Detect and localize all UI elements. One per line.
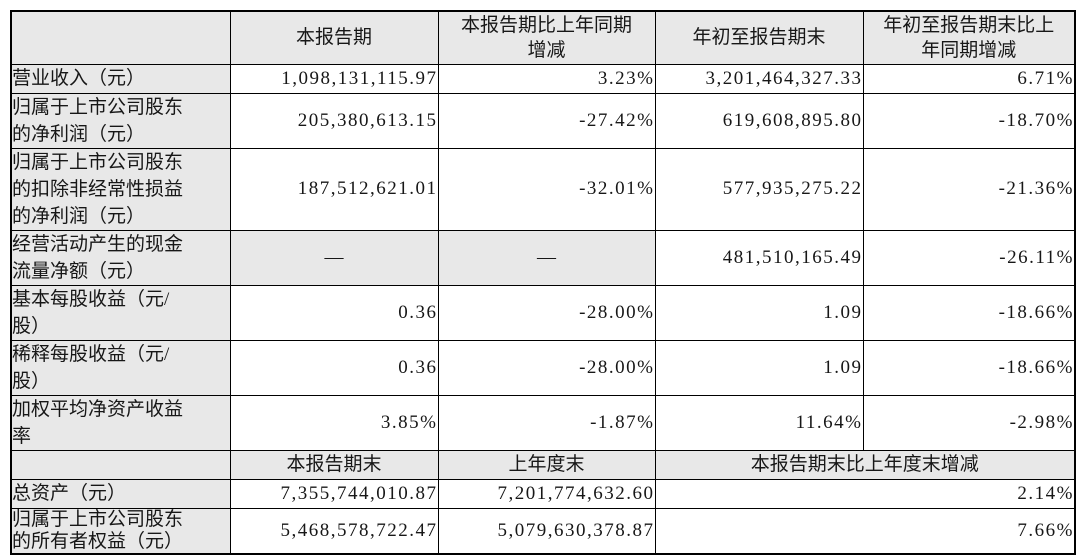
row-label: 加权平均净资产收益 率 <box>10 394 231 451</box>
value-period: 187,512,621.01 <box>229 147 439 231</box>
table-row-weighted-avg-roe: 加权平均净资产收益 率 3.85% -1.87% 11.64% -2.98% <box>10 394 1076 451</box>
value-period-end: 7,355,744,010.87 <box>229 478 439 509</box>
row-label: 归属于上市公司股东 的扣除非经常性损益 的净利润（元） <box>10 147 231 231</box>
corner-cell <box>10 449 231 480</box>
table-row-revenue: 营业收入（元） 1,098,131,115.97 3.23% 3,201,464… <box>10 63 1076 94</box>
value-period-change: -28.00% <box>437 339 656 396</box>
header-period-end-change: 本报告期末比上年度末增减 <box>654 449 1076 480</box>
header-period-end: 本报告期末 <box>229 449 439 480</box>
value-period: 0.36 <box>229 284 439 341</box>
value-ytd-change: -2.98% <box>862 394 1076 451</box>
value-period: 3.85% <box>229 394 439 451</box>
row-label: 归属于上市公司股东 的净利润（元） <box>10 92 231 149</box>
value-period: 0.36 <box>229 339 439 396</box>
value-period-change: 3.23% <box>437 63 656 94</box>
value-period-change: -1.87% <box>437 394 656 451</box>
value-ytd: 577,935,275.22 <box>654 147 864 231</box>
value-period: 1,098,131,115.97 <box>229 63 439 94</box>
bottom-header-row: 本报告期末 上年度末 本报告期末比上年度末增减 <box>10 449 1076 480</box>
row-label: 基本每股收益（元/ 股） <box>10 284 231 341</box>
row-label: 营业收入（元） <box>10 63 231 94</box>
table-row-operating-cash-flow: 经营活动产生的现金 流量净额（元） — — 481,510,165.49 -26… <box>10 229 1076 286</box>
header-prev-year-end: 上年度末 <box>437 449 656 480</box>
value-period-change-dash: — <box>437 229 656 286</box>
value-change: 7.66% <box>654 507 1076 555</box>
value-ytd-change: -18.66% <box>862 284 1076 341</box>
value-ytd-change: -18.66% <box>862 339 1076 396</box>
value-period-end: 5,468,578,722.47 <box>229 507 439 555</box>
header-ytd: 年初至报告期末 <box>654 10 864 65</box>
value-ytd-change: -21.36% <box>862 147 1076 231</box>
value-ytd: 11.64% <box>654 394 864 451</box>
row-label: 总资产（元） <box>10 478 231 509</box>
value-ytd: 1.09 <box>654 339 864 396</box>
table-row-diluted-eps: 稀释每股收益（元/ 股） 0.36 -28.00% 1.09 -18.66% <box>10 339 1076 396</box>
header-ytd-change: 年初至报告期末比上 年同期增减 <box>862 10 1076 65</box>
corner-cell <box>10 10 231 65</box>
top-header-row: 本报告期 本报告期比上年同期 增减 年初至报告期末 年初至报告期末比上 年同期增… <box>10 10 1076 65</box>
value-period-change: -28.00% <box>437 284 656 341</box>
value-prev-year-end: 5,079,630,378.87 <box>437 507 656 555</box>
row-label: 归属于上市公司股东 的所有者权益（元） <box>10 507 231 555</box>
value-ytd: 1.09 <box>654 284 864 341</box>
table-row-total-assets: 总资产（元） 7,355,744,010.87 7,201,774,632.60… <box>10 478 1076 509</box>
table-row-basic-eps: 基本每股收益（元/ 股） 0.36 -28.00% 1.09 -18.66% <box>10 284 1076 341</box>
value-prev-year-end: 7,201,774,632.60 <box>437 478 656 509</box>
value-ytd: 481,510,165.49 <box>654 229 864 286</box>
table-row-net-profit-excl-nonrecurring: 归属于上市公司股东 的扣除非经常性损益 的净利润（元） 187,512,621.… <box>10 147 1076 231</box>
table-row-net-profit: 归属于上市公司股东 的净利润（元） 205,380,613.15 -27.42%… <box>10 92 1076 149</box>
value-ytd-change: -26.11% <box>862 229 1076 286</box>
value-ytd: 619,608,895.80 <box>654 92 864 149</box>
value-period-change: -32.01% <box>437 147 656 231</box>
row-label: 经营活动产生的现金 流量净额（元） <box>10 229 231 286</box>
value-period-dash: — <box>229 229 439 286</box>
value-period: 205,380,613.15 <box>229 92 439 149</box>
header-current-period: 本报告期 <box>229 10 439 65</box>
value-ytd-change: -18.70% <box>862 92 1076 149</box>
row-label: 稀释每股收益（元/ 股） <box>10 339 231 396</box>
value-ytd-change: 6.71% <box>862 63 1076 94</box>
header-period-change: 本报告期比上年同期 增减 <box>437 10 656 65</box>
value-ytd: 3,201,464,327.33 <box>654 63 864 94</box>
value-change: 2.14% <box>654 478 1076 509</box>
value-period-change: -27.42% <box>437 92 656 149</box>
table-row-owners-equity: 归属于上市公司股东 的所有者权益（元） 5,468,578,722.47 5,0… <box>10 507 1076 555</box>
financial-summary-table: 本报告期 本报告期比上年同期 增减 年初至报告期末 年初至报告期末比上 年同期增… <box>10 10 1076 555</box>
